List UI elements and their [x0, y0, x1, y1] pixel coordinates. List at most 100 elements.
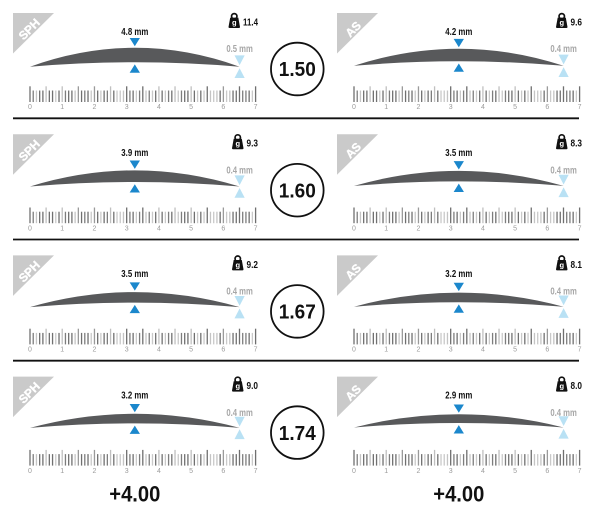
svg-text:0: 0 — [352, 468, 356, 475]
svg-text:6: 6 — [221, 347, 225, 354]
svg-text:7: 7 — [578, 468, 582, 475]
svg-text:7: 7 — [254, 104, 258, 111]
svg-text:5: 5 — [189, 104, 193, 111]
svg-text:g: g — [559, 139, 564, 148]
svg-text:6: 6 — [545, 104, 549, 111]
svg-text:6: 6 — [221, 468, 225, 475]
svg-text:7: 7 — [254, 468, 258, 475]
svg-text:1.60: 1.60 — [279, 180, 316, 202]
svg-text:2: 2 — [93, 468, 97, 475]
svg-text:4: 4 — [481, 104, 485, 111]
svg-text:2: 2 — [417, 104, 421, 111]
svg-text:7: 7 — [578, 225, 582, 232]
svg-text:5: 5 — [189, 468, 193, 475]
svg-text:3: 3 — [125, 225, 129, 232]
svg-text:3.2 mm: 3.2 mm — [445, 269, 472, 280]
svg-text:g: g — [235, 382, 240, 391]
svg-text:3: 3 — [449, 104, 453, 111]
svg-text:0.5 mm: 0.5 mm — [226, 44, 253, 55]
svg-text:+4.00: +4.00 — [433, 482, 484, 507]
svg-text:6: 6 — [545, 347, 549, 354]
svg-text:g: g — [559, 382, 564, 391]
svg-text:7: 7 — [254, 347, 258, 354]
svg-text:2: 2 — [93, 104, 97, 111]
svg-text:0.4 mm: 0.4 mm — [226, 287, 253, 298]
svg-text:3: 3 — [125, 104, 129, 111]
svg-text:1.74: 1.74 — [279, 423, 317, 445]
svg-text:4: 4 — [481, 347, 485, 354]
svg-text:2: 2 — [417, 225, 421, 232]
svg-text:1: 1 — [60, 468, 64, 475]
svg-text:4: 4 — [157, 225, 161, 232]
svg-text:7: 7 — [254, 225, 258, 232]
svg-text:2: 2 — [417, 347, 421, 354]
svg-text:11.4: 11.4 — [243, 16, 258, 28]
svg-text:9.3: 9.3 — [247, 138, 259, 150]
svg-text:9.2: 9.2 — [247, 259, 259, 271]
svg-text:7: 7 — [578, 347, 582, 354]
svg-text:3.2 mm: 3.2 mm — [121, 390, 148, 401]
svg-text:g: g — [559, 18, 564, 27]
svg-text:2.9 mm: 2.9 mm — [445, 390, 472, 401]
svg-text:4.8 mm: 4.8 mm — [121, 27, 148, 38]
svg-text:0.4 mm: 0.4 mm — [550, 408, 577, 419]
svg-text:7: 7 — [578, 104, 582, 111]
svg-text:4: 4 — [481, 468, 485, 475]
svg-text:1: 1 — [60, 225, 64, 232]
svg-text:8.1: 8.1 — [571, 259, 583, 271]
svg-text:3: 3 — [125, 468, 129, 475]
svg-text:0: 0 — [352, 104, 356, 111]
svg-text:9.0: 9.0 — [247, 380, 259, 392]
svg-text:2: 2 — [93, 225, 97, 232]
svg-text:4.2 mm: 4.2 mm — [445, 27, 472, 38]
svg-text:1: 1 — [384, 347, 388, 354]
svg-text:g: g — [235, 260, 240, 269]
svg-text:8.3: 8.3 — [571, 138, 583, 150]
svg-text:3.5 mm: 3.5 mm — [121, 269, 148, 280]
svg-text:5: 5 — [513, 347, 517, 354]
svg-text:3.9 mm: 3.9 mm — [121, 148, 148, 159]
svg-text:g: g — [232, 18, 237, 27]
svg-text:1: 1 — [60, 104, 64, 111]
svg-text:1: 1 — [384, 225, 388, 232]
svg-text:3: 3 — [449, 347, 453, 354]
svg-text:0.4 mm: 0.4 mm — [550, 165, 577, 176]
svg-text:3: 3 — [449, 468, 453, 475]
svg-text:0: 0 — [28, 347, 32, 354]
svg-text:5: 5 — [513, 104, 517, 111]
svg-text:5: 5 — [513, 468, 517, 475]
svg-text:+4.00: +4.00 — [109, 482, 160, 507]
svg-text:0.4 mm: 0.4 mm — [226, 165, 253, 176]
svg-text:9.6: 9.6 — [571, 16, 583, 28]
svg-text:5: 5 — [189, 225, 193, 232]
svg-text:0.4 mm: 0.4 mm — [226, 408, 253, 419]
svg-text:1.67: 1.67 — [279, 302, 316, 324]
svg-text:0: 0 — [28, 468, 32, 475]
svg-text:0.4 mm: 0.4 mm — [550, 44, 577, 55]
svg-text:6: 6 — [221, 225, 225, 232]
svg-text:0: 0 — [28, 225, 32, 232]
svg-text:8.0: 8.0 — [571, 380, 583, 392]
svg-text:0: 0 — [352, 347, 356, 354]
svg-text:4: 4 — [481, 225, 485, 232]
svg-text:2: 2 — [93, 347, 97, 354]
svg-text:6: 6 — [545, 468, 549, 475]
svg-text:1: 1 — [384, 468, 388, 475]
svg-text:3.5 mm: 3.5 mm — [445, 148, 472, 159]
svg-text:4: 4 — [157, 347, 161, 354]
svg-text:4: 4 — [157, 468, 161, 475]
svg-text:6: 6 — [221, 104, 225, 111]
svg-text:1: 1 — [60, 347, 64, 354]
svg-text:g: g — [559, 260, 564, 269]
svg-text:g: g — [235, 139, 240, 148]
svg-text:0: 0 — [352, 225, 356, 232]
svg-text:4: 4 — [157, 104, 161, 111]
svg-text:3: 3 — [449, 225, 453, 232]
svg-text:1.50: 1.50 — [279, 59, 316, 81]
svg-text:3: 3 — [125, 347, 129, 354]
svg-text:0.4 mm: 0.4 mm — [550, 287, 577, 298]
svg-text:2: 2 — [417, 468, 421, 475]
svg-text:5: 5 — [513, 225, 517, 232]
svg-text:6: 6 — [545, 225, 549, 232]
svg-text:5: 5 — [189, 347, 193, 354]
